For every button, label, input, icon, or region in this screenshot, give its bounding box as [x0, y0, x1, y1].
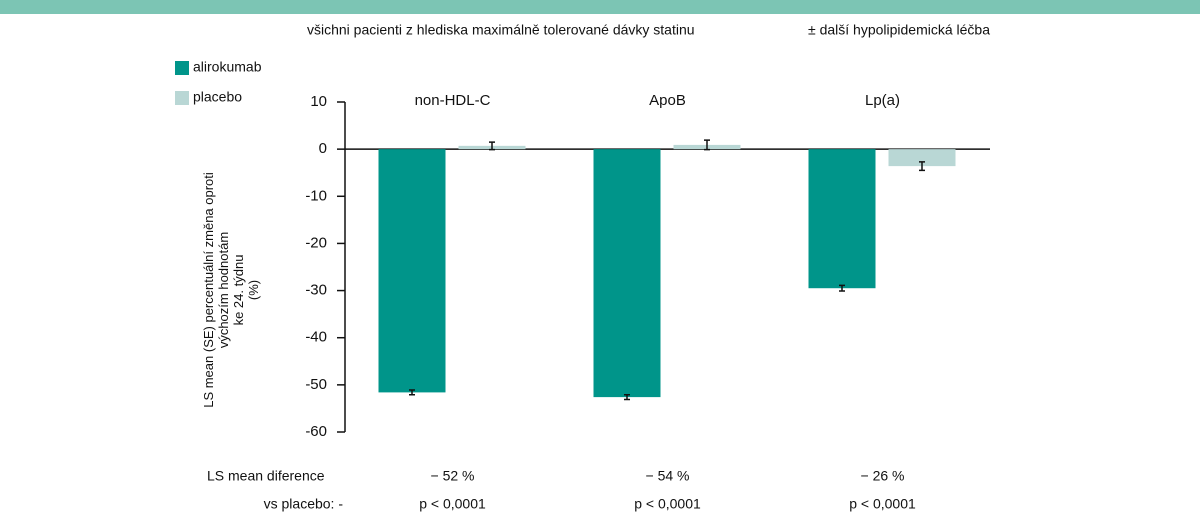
- difference-label: − 52 %: [431, 468, 475, 484]
- y-label-line: (%): [246, 280, 261, 300]
- y-tick-label: -50: [305, 376, 327, 393]
- footer-label: vs placebo: -: [264, 496, 344, 512]
- category-label: non-HDL-C: [415, 92, 491, 109]
- y-tick-label: -40: [305, 329, 327, 346]
- difference-label: − 54 %: [646, 468, 690, 484]
- y-tick-label: -20: [305, 234, 327, 251]
- y-tick-label: 0: [319, 140, 327, 157]
- y-axis-label: LS mean (SE) percentuální změna oproti vý…: [201, 172, 261, 408]
- bar: [593, 149, 661, 398]
- category-label: Lp(a): [865, 92, 900, 109]
- legend-label: placebo: [193, 89, 242, 105]
- footer-label: LS mean diference: [207, 468, 325, 484]
- legend-swatch: [175, 91, 189, 105]
- y-label-line: LS mean (SE) percentuální změna oproti: [201, 172, 216, 408]
- bar: [888, 149, 956, 167]
- y-tick-label: -30: [305, 282, 327, 299]
- difference-label: − 26 %: [861, 468, 905, 484]
- y-tick-label: -60: [305, 423, 327, 440]
- legend-label: alirokumab: [193, 59, 262, 75]
- p-value-label: p < 0,0001: [849, 496, 916, 512]
- bar: [378, 149, 446, 393]
- bar: [808, 149, 876, 289]
- error-bar: [489, 141, 495, 151]
- error-bar: [409, 389, 415, 396]
- y-tick-label: 10: [310, 93, 327, 110]
- header-text: ± další hypolipidemická léčba: [808, 22, 990, 38]
- error-bar: [919, 161, 925, 172]
- y-label-line: ke 24. týdnu: [231, 255, 246, 326]
- y-label-line: výchozím hodnotám: [216, 232, 231, 348]
- error-bar: [704, 139, 710, 151]
- y-tick-label: -10: [305, 187, 327, 204]
- p-value-label: p < 0,0001: [419, 496, 486, 512]
- error-bar: [839, 284, 845, 292]
- header-text: všichni pacienti z hlediska maximálně to…: [307, 22, 695, 38]
- legend-swatch: [175, 61, 189, 75]
- top-band: [0, 0, 1200, 14]
- p-value-label: p < 0,0001: [634, 496, 701, 512]
- error-bar: [624, 394, 630, 401]
- category-label: ApoB: [649, 92, 686, 109]
